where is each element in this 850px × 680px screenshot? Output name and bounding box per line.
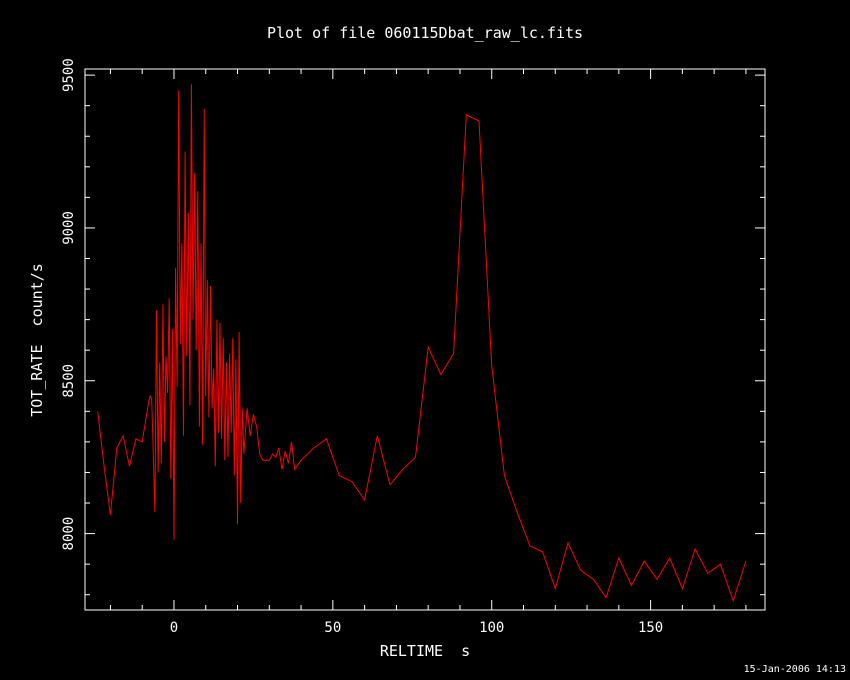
x-tick-label: 150 — [638, 620, 663, 636]
series-line — [97, 84, 747, 603]
y-axis-label: TOT_RATE count/s — [28, 263, 46, 417]
y-tick-label: 9500 — [61, 58, 77, 92]
x-tick-label: 100 — [479, 620, 504, 636]
y-tick-label: 9000 — [61, 211, 77, 245]
axis-tick-labels: 0 50 100 150 8000 8500 9000 9500 — [61, 58, 663, 636]
series-group — [97, 84, 747, 603]
y-tick-label: 8500 — [61, 364, 77, 398]
plot-frame — [84, 68, 766, 611]
x-tick-label: 50 — [324, 620, 341, 636]
chart-title: Plot of file 060115Dbat_raw_lc.fits — [267, 24, 583, 42]
y-tick-label: 8000 — [61, 517, 77, 551]
x-axis-label: RELTIME s — [380, 642, 470, 660]
timestamp: 15-Jan-2006 14:13 — [744, 664, 846, 675]
axis-ticks — [85, 69, 765, 610]
x-tick-label: 0 — [170, 620, 178, 636]
